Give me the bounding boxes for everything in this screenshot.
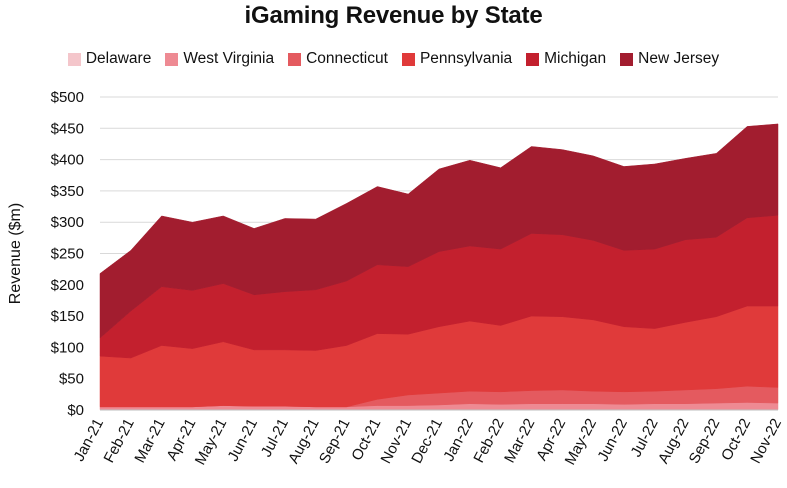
y-tick-label: $500 <box>51 89 84 106</box>
y-tick-label: $450 <box>51 120 84 137</box>
legend-label: New Jersey <box>638 50 720 67</box>
x-tick-label: Mar-21 <box>131 416 168 466</box>
legend-swatch <box>165 52 179 66</box>
legend-swatch <box>67 52 81 66</box>
y-tick-label: $50 <box>59 371 84 388</box>
legend-swatch <box>526 52 540 66</box>
legend-item-west-virginia: West Virginia <box>165 50 274 68</box>
legend-swatch <box>620 52 634 66</box>
legend-label: Michigan <box>544 50 607 67</box>
legend-swatch <box>288 52 302 66</box>
legend-label: West Virginia <box>183 50 275 67</box>
y-tick-label: $100 <box>51 339 84 356</box>
y-tick-label: $200 <box>51 277 84 294</box>
x-tick-label: Jun-21 <box>225 416 262 464</box>
x-tick-label: Mar-22 <box>501 416 538 466</box>
x-tick-label: Jun-22 <box>594 416 631 464</box>
legend-item-connecticut: Connecticut <box>288 50 388 68</box>
legend-label: Delaware <box>85 50 152 67</box>
legend-item-delaware: Delaware <box>67 50 152 68</box>
y-tick-label: $150 <box>51 308 84 325</box>
legend-item-pennsylvania: Pennsylvania <box>401 50 513 68</box>
y-axis-title: Revenue ($m) <box>7 203 24 304</box>
chart-title: iGaming Revenue by State <box>244 2 543 29</box>
y-tick-label: $250 <box>51 246 84 263</box>
legend-item-michigan: Michigan <box>526 50 606 68</box>
y-tick-label: $350 <box>51 183 84 200</box>
chart-legend: Delaware West Virginia Connecticut Pennsylv… <box>0 50 787 68</box>
y-tick-label: $400 <box>51 152 84 169</box>
y-tick-label: $0 <box>67 402 84 419</box>
legend-swatch <box>401 52 415 66</box>
y-tick-label: $300 <box>51 214 84 231</box>
legend-label: Connecticut <box>306 50 388 67</box>
area-series-new-jersey <box>99 123 779 339</box>
legend-item-new-jersey: New Jersey <box>620 50 719 68</box>
legend-label: Pennsylvania <box>419 50 513 67</box>
